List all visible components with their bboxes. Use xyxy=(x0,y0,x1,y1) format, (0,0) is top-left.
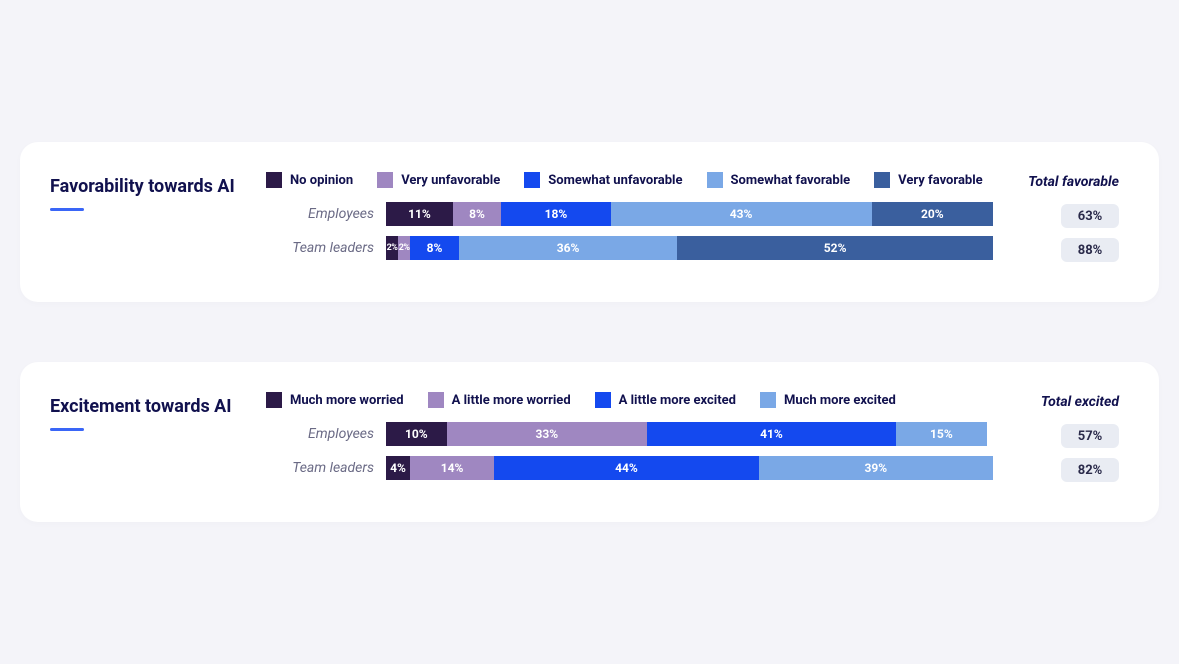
chart-title: Excitement towards AI xyxy=(50,396,250,418)
bar-segment: 41% xyxy=(647,422,896,446)
totals-column: Total favorable 63% 88% xyxy=(1009,172,1119,262)
legend-item: A little more excited xyxy=(595,392,736,408)
row-label: Employees xyxy=(266,426,386,442)
totals-header: Total favorable xyxy=(1009,172,1119,190)
legend-swatch xyxy=(760,392,776,408)
bar-segment: 8% xyxy=(453,202,502,226)
bar-segment: 10% xyxy=(386,422,447,446)
legend-swatch xyxy=(524,172,540,188)
legend-item: Somewhat unfavorable xyxy=(524,172,682,188)
bar-segment: 14% xyxy=(410,456,494,480)
bar-segment: 11% xyxy=(386,202,453,226)
legend-label: Very unfavorable xyxy=(401,173,500,188)
bar-segment: 39% xyxy=(759,456,993,480)
stacked-bar: 2% 2% 8% 36% 52% xyxy=(386,236,993,260)
row-label: Employees xyxy=(266,206,386,222)
bar-segment: 2% xyxy=(386,236,398,260)
legend: No opinion Very unfavorable Somewhat unf… xyxy=(266,172,993,188)
chart-card-excitement: Excitement towards AI Much more worried … xyxy=(20,362,1159,522)
legend-label: Much more excited xyxy=(784,393,896,408)
bar-segment: 33% xyxy=(447,422,647,446)
stacked-bar: 4% 14% 44% 39% xyxy=(386,456,993,480)
title-block: Excitement towards AI xyxy=(50,392,250,431)
legend-item: Somewhat favorable xyxy=(707,172,851,188)
legend-label: Much more worried xyxy=(290,393,404,408)
totals-list: 63% 88% xyxy=(1009,204,1119,262)
title-block: Favorability towards AI xyxy=(50,172,250,211)
legend-label: No opinion xyxy=(290,173,353,188)
legend-swatch xyxy=(266,392,282,408)
legend-swatch xyxy=(428,392,444,408)
title-underline xyxy=(50,208,84,211)
bar-segment: 43% xyxy=(611,202,872,226)
total-pill: 57% xyxy=(1061,424,1119,448)
bar-segment: 20% xyxy=(872,202,993,226)
stacked-bar: 10% 33% 41% 15% xyxy=(386,422,993,446)
bar-segment: 4% xyxy=(386,456,410,480)
bar-rows: Employees 11% 8% 18% 43% 20% Team leader… xyxy=(266,202,993,260)
bar-segment: 2% xyxy=(398,236,410,260)
chart-area: No opinion Very unfavorable Somewhat unf… xyxy=(266,172,993,260)
legend-label: Somewhat favorable xyxy=(731,173,851,188)
chart-area: Much more worried A little more worried … xyxy=(266,392,993,480)
legend-item: No opinion xyxy=(266,172,353,188)
bar-row: Employees 11% 8% 18% 43% 20% xyxy=(266,202,993,226)
legend-item: Much more excited xyxy=(760,392,896,408)
legend-swatch xyxy=(377,172,393,188)
legend-item: Much more worried xyxy=(266,392,404,408)
legend-label: A little more excited xyxy=(619,393,736,408)
title-underline xyxy=(50,428,84,431)
legend-swatch xyxy=(595,392,611,408)
legend-label: A little more worried xyxy=(452,393,571,408)
card-grid: Favorability towards AI No opinion Very … xyxy=(50,172,1119,262)
legend-swatch xyxy=(874,172,890,188)
card-grid: Excitement towards AI Much more worried … xyxy=(50,392,1119,482)
legend-label: Very favorable xyxy=(898,173,983,188)
legend-item: Very unfavorable xyxy=(377,172,500,188)
row-label: Team leaders xyxy=(266,460,386,476)
bar-rows: Employees 10% 33% 41% 15% Team leaders 4… xyxy=(266,422,993,480)
row-label: Team leaders xyxy=(266,240,386,256)
total-pill: 82% xyxy=(1061,458,1119,482)
legend-label: Somewhat unfavorable xyxy=(548,173,682,188)
bar-segment: 36% xyxy=(459,236,678,260)
bar-row: Team leaders 2% 2% 8% 36% 52% xyxy=(266,236,993,260)
total-pill: 88% xyxy=(1061,238,1119,262)
legend-swatch xyxy=(707,172,723,188)
legend-item: A little more worried xyxy=(428,392,571,408)
totals-header: Total excited xyxy=(1009,392,1119,410)
bar-row: Team leaders 4% 14% 44% 39% xyxy=(266,456,993,480)
legend: Much more worried A little more worried … xyxy=(266,392,993,408)
bar-segment: 52% xyxy=(677,236,993,260)
legend-swatch xyxy=(266,172,282,188)
bar-row: Employees 10% 33% 41% 15% xyxy=(266,422,993,446)
legend-item: Very favorable xyxy=(874,172,983,188)
chart-card-favorability: Favorability towards AI No opinion Very … xyxy=(20,142,1159,302)
total-pill: 63% xyxy=(1061,204,1119,228)
chart-title: Favorability towards AI xyxy=(50,176,250,198)
totals-column: Total excited 57% 82% xyxy=(1009,392,1119,482)
totals-list: 57% 82% xyxy=(1009,424,1119,482)
bar-segment: 8% xyxy=(410,236,459,260)
bar-segment: 44% xyxy=(494,456,758,480)
bar-segment: 18% xyxy=(501,202,610,226)
bar-segment: 15% xyxy=(896,422,987,446)
stacked-bar: 11% 8% 18% 43% 20% xyxy=(386,202,993,226)
